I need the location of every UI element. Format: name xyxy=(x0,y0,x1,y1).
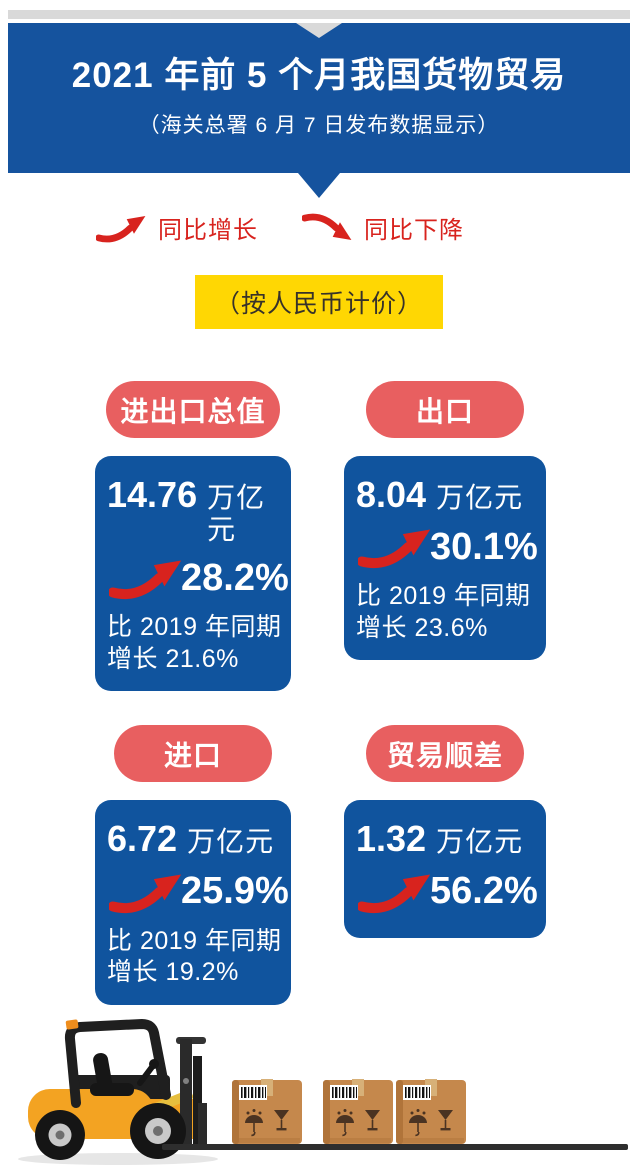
growth-percent: 25.9% xyxy=(181,870,289,913)
growth-percent: 56.2% xyxy=(430,870,538,913)
card-body: 6.72 万亿元 25.9% 比 2019 年同期 增长 19.2% xyxy=(95,800,291,1005)
legend-item-growth: 同比增长 xyxy=(96,210,258,245)
value-unit: 万亿元 xyxy=(436,482,524,513)
value-line: 14.76 万亿元 xyxy=(107,474,283,546)
vs2019-line1: 比 2019 年同期 xyxy=(107,926,282,955)
value-unit: 万亿元 xyxy=(187,826,275,858)
forklift-boxes-illustration xyxy=(0,1011,638,1170)
card-title-pill: 贸易顺差 xyxy=(366,725,524,783)
card-trade-surplus: 贸易顺差 1.32 万亿元 56.2% xyxy=(344,725,546,1004)
value-unit: 万亿元 xyxy=(436,826,524,858)
value-unit: 万亿元 xyxy=(207,482,266,546)
growth-line: 25.9% xyxy=(109,868,289,916)
yuan-value: 1.32 xyxy=(356,818,427,860)
card-title: 进出口总值 xyxy=(120,395,266,427)
vs2019-line1: 比 2019 年同期 xyxy=(107,613,282,642)
legend: 同比增长 同比下降 xyxy=(96,210,638,245)
header-banner: 2021 年前 5 个月我国货物贸易 （海关总署 6 月 7 日发布数据显示） xyxy=(8,23,630,173)
card-title: 贸易顺差 xyxy=(386,739,503,771)
card-title: 进口 xyxy=(163,739,222,771)
trend-up-arrow-icon xyxy=(358,868,434,916)
vs2019-line2: 增长 19.2% xyxy=(107,958,239,987)
card-title-pill: 进口 xyxy=(114,725,272,783)
yuan-value: 6.72 xyxy=(107,818,178,860)
card-body: 8.04 万亿元 30.1% 比 2019 年同期 增长 23.6% xyxy=(344,456,546,661)
legend-item-decline: 同比下降 xyxy=(302,210,464,245)
value-line: 8.04 万亿元 xyxy=(356,474,538,515)
cardboard-box-icon xyxy=(323,1078,393,1145)
growth-line: 56.2% xyxy=(358,868,538,916)
notch-down-arrow-icon xyxy=(296,23,342,38)
cardboard-box-icon xyxy=(232,1078,302,1145)
top-divider-bar xyxy=(8,10,630,19)
currency-note-label: （按人民币计价） xyxy=(214,290,423,318)
cardboard-box-icon xyxy=(396,1078,466,1145)
card-title: 出口 xyxy=(415,395,474,427)
yuan-value: 8.04 xyxy=(356,474,427,515)
card-title-pill: 进出口总值 xyxy=(106,381,280,438)
stat-cards-grid: 进出口总值 14.76 万亿元 28.2% 比 2019 年同期 增长 21.6… xyxy=(95,381,638,1005)
currency-note-badge: （按人民币计价） xyxy=(194,275,443,329)
card-exports: 出口 8.04 万亿元 30.1% 比 2019 年同期 增长 23.6% xyxy=(344,381,546,691)
growth-percent: 28.2% xyxy=(181,556,289,599)
card-imports: 进口 6.72 万亿元 25.9% 比 2019 年同期 增长 19.2% xyxy=(95,725,291,1005)
vs2019-line1: 比 2019 年同期 xyxy=(356,582,531,611)
card-body: 1.32 万亿元 56.2% xyxy=(344,800,546,938)
vs2019-line2: 增长 23.6% xyxy=(356,613,488,642)
value-line: 6.72 万亿元 xyxy=(107,818,283,859)
trend-up-arrow-icon xyxy=(109,554,185,602)
legend-label-decline: 同比下降 xyxy=(364,217,464,244)
card-title-pill: 出口 xyxy=(366,381,524,438)
vs2019-line2: 增长 21.6% xyxy=(107,644,239,673)
card-body: 14.76 万亿元 28.2% 比 2019 年同期 增长 21.6% xyxy=(95,456,291,692)
trend-up-arrow-icon xyxy=(96,211,148,245)
card-total-trade: 进出口总值 14.76 万亿元 28.2% 比 2019 年同期 增长 21.6… xyxy=(95,381,291,692)
trend-up-arrow-icon xyxy=(109,868,185,916)
growth-percent: 30.1% xyxy=(430,525,538,568)
trend-down-arrow-icon xyxy=(302,211,354,245)
growth-line: 28.2% xyxy=(109,554,289,602)
page-title: 2021 年前 5 个月我国货物贸易 xyxy=(71,56,567,96)
fork-blade xyxy=(162,1143,628,1150)
trend-up-arrow-icon xyxy=(358,523,434,571)
legend-label-growth: 同比增长 xyxy=(158,217,258,244)
forklift-icon xyxy=(28,1018,207,1160)
yuan-value: 14.76 xyxy=(107,474,198,515)
growth-line: 30.1% xyxy=(358,523,538,571)
value-line: 1.32 万亿元 xyxy=(356,818,538,859)
page-subtitle: （海关总署 6 月 7 日发布数据显示） xyxy=(138,113,500,137)
header-down-arrow-icon xyxy=(298,173,340,198)
